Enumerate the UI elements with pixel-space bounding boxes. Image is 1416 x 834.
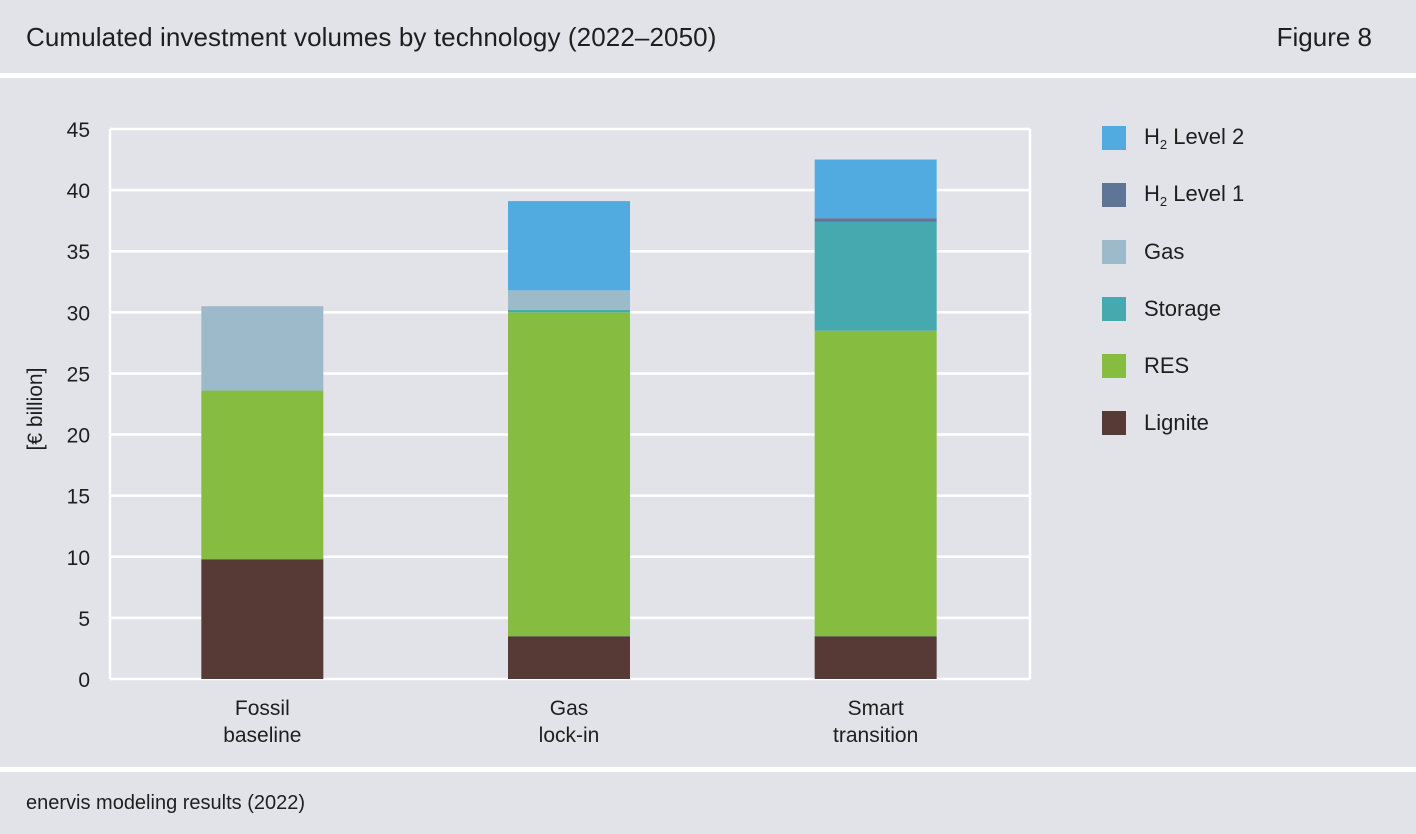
bar-segment-res — [201, 390, 324, 560]
y-tick-label: 15 — [67, 486, 90, 509]
x-tick-label: Smart — [848, 697, 904, 720]
y-tick-label: 0 — [78, 669, 90, 692]
bar-segment-lignite — [814, 636, 937, 679]
header-divider — [0, 73, 1416, 78]
y-tick-label: 20 — [67, 425, 90, 448]
y-tick-label: 30 — [67, 302, 90, 325]
legend-swatch — [1102, 297, 1126, 321]
x-tick-label: transition — [833, 724, 918, 747]
x-tick-label: Gas — [550, 697, 589, 720]
legend-label: Storage — [1144, 296, 1222, 321]
figure-header: Cumulated investment volumes by technolo… — [0, 0, 1416, 76]
legend-swatch — [1102, 411, 1126, 435]
legend-label: RES — [1144, 353, 1190, 378]
y-tick-label: 25 — [67, 363, 90, 386]
figure-number: Figure 8 — [1276, 22, 1372, 52]
x-tick-label: Fossil — [235, 697, 290, 720]
y-tick-label: 5 — [78, 608, 90, 631]
source-note: enervis modeling results (2022) — [26, 792, 306, 814]
legend-swatch — [1102, 354, 1126, 378]
y-tick-label: 35 — [67, 241, 90, 264]
bar-segment-h2-level-1 — [814, 218, 937, 222]
y-tick-label: 40 — [67, 180, 90, 203]
legend-item: Gas — [1102, 239, 1185, 264]
figure-title: Cumulated investment volumes by technolo… — [26, 22, 717, 52]
legend-item: H2 Level 1 — [1102, 181, 1245, 209]
y-tick-label: 45 — [67, 119, 90, 142]
legend-swatch — [1102, 183, 1126, 207]
footer-divider — [0, 767, 1416, 772]
bar-segment-lignite — [201, 559, 324, 679]
legend-label: Lignite — [1144, 410, 1209, 435]
bar-segment-res — [814, 330, 937, 637]
bar-segment-gas — [201, 306, 324, 391]
legend-label: H2 Level 1 — [1144, 181, 1245, 209]
bar-segment-storage — [508, 309, 630, 313]
legend-item: Storage — [1102, 296, 1222, 321]
legend-item: RES — [1102, 353, 1190, 378]
legend-item: Lignite — [1102, 410, 1209, 435]
bar-segment-h2-level-2 — [508, 201, 630, 291]
x-tick-label: lock-in — [539, 724, 600, 747]
y-axis-label: [€ billion] — [24, 368, 47, 451]
bar-segment-storage — [814, 221, 937, 331]
y-tick-label: 10 — [67, 547, 90, 570]
x-tick-label: baseline — [223, 724, 301, 747]
bar-segment-res — [508, 312, 630, 637]
chart-area: 0 5 10 15 20 25 30 35 40 45 [€ billion] Fossil basel… — [0, 80, 1416, 766]
legend-swatch — [1102, 126, 1126, 150]
legend-item: H2 Level 2 — [1102, 124, 1245, 152]
legend-label: H2 Level 2 — [1144, 124, 1245, 152]
legend-swatch — [1102, 240, 1126, 264]
bar-segment-gas — [508, 290, 630, 310]
stacked-bar-chart: 0 5 10 15 20 25 30 35 40 45 [€ billion] Fossil basel… — [24, 119, 1032, 747]
bar-segment-lignite — [508, 636, 630, 679]
bar-segment-h2-level-2 — [814, 159, 937, 219]
legend-label: Gas — [1144, 239, 1185, 264]
